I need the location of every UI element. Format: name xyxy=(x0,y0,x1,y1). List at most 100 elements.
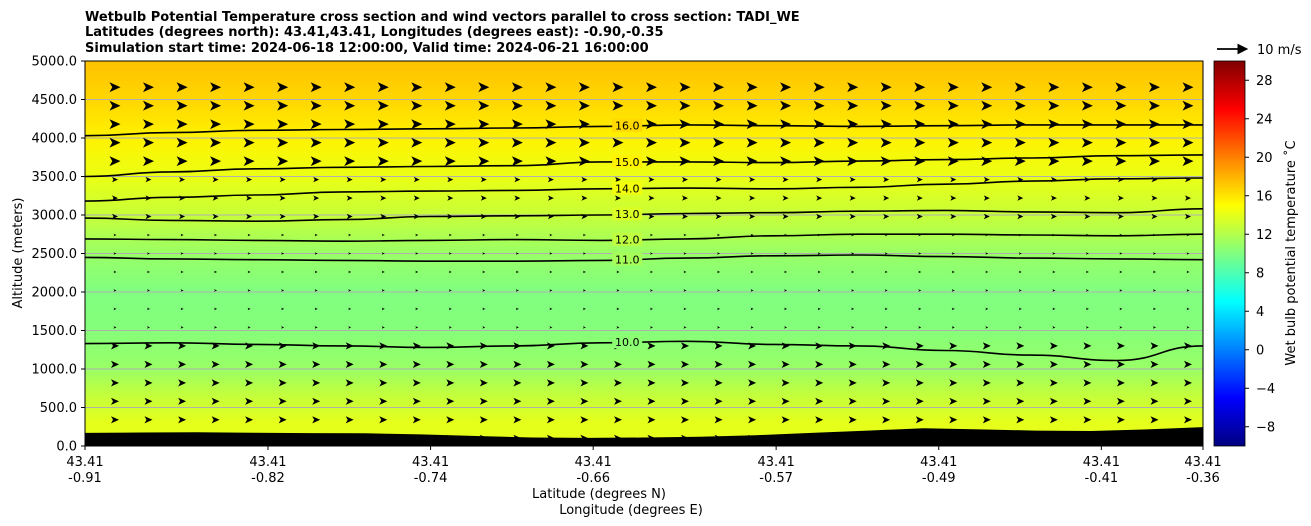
wind-vector xyxy=(817,270,821,274)
wind-vector xyxy=(214,233,218,237)
wind-vector xyxy=(985,252,989,255)
wind-vector xyxy=(448,270,452,274)
wind-vector xyxy=(411,156,423,167)
wind-vector xyxy=(715,176,722,183)
wind-vector xyxy=(447,176,454,183)
wind-vector xyxy=(851,252,855,255)
wind-vector xyxy=(480,176,487,183)
wind-vector xyxy=(178,342,187,350)
wind-vector xyxy=(143,119,154,130)
wind-vector xyxy=(582,233,586,237)
wind-vector xyxy=(176,137,188,148)
wind-vector xyxy=(884,326,888,329)
wind-vector xyxy=(713,82,725,93)
x-tick-label-latitude: 43.41 xyxy=(249,455,286,470)
wind-vector xyxy=(245,416,254,424)
x-tick-label-latitude: 43.41 xyxy=(66,455,103,470)
wind-vector xyxy=(717,289,721,292)
wind-vector xyxy=(113,326,117,329)
wind-vector xyxy=(415,233,419,237)
wind-vector xyxy=(982,416,991,424)
wind-vector xyxy=(111,379,119,387)
wind-vector xyxy=(915,379,924,387)
wind-vector xyxy=(380,195,387,201)
colorbar-tick-label: 4 xyxy=(1256,305,1264,320)
wind-vector xyxy=(646,156,657,167)
wind-vector xyxy=(612,82,624,93)
wind-vector xyxy=(880,100,892,111)
wind-vector xyxy=(210,100,222,111)
wind-vector xyxy=(448,307,452,311)
terrain xyxy=(85,427,1203,446)
wind-vector xyxy=(650,252,653,255)
wind-vector xyxy=(947,119,959,130)
wind-vector xyxy=(581,195,588,201)
wind-vector xyxy=(784,307,788,311)
wind-vector xyxy=(278,416,287,424)
wind-vector xyxy=(581,213,588,220)
wind-vector xyxy=(848,342,857,350)
wind-vector xyxy=(549,307,553,311)
wind-vector xyxy=(985,326,989,329)
wind-vector xyxy=(1186,233,1190,237)
wind-vector xyxy=(681,379,689,387)
wind-vector xyxy=(648,195,655,201)
wind-vector xyxy=(715,195,722,201)
wind-vector xyxy=(513,397,522,405)
wind-vector xyxy=(616,289,620,292)
wind-vector xyxy=(1050,195,1057,201)
contour-label-bg xyxy=(612,335,643,349)
wind-vector xyxy=(447,213,454,220)
wind-vector xyxy=(1085,233,1089,237)
wind-vector xyxy=(1018,270,1022,274)
wind-vector xyxy=(109,156,121,167)
wind-vector xyxy=(780,137,792,148)
x-tick-label-longitude: -0.66 xyxy=(576,471,610,486)
wind-vector xyxy=(1149,137,1160,148)
wind-vector xyxy=(650,233,653,237)
wind-vector xyxy=(683,307,687,311)
wind-vector xyxy=(883,195,890,201)
wind-vector xyxy=(482,252,486,255)
wind-vector xyxy=(582,270,586,274)
y-tick-label: 4500.0 xyxy=(32,93,78,108)
wind-vector xyxy=(714,360,723,368)
wind-vector xyxy=(279,213,286,220)
y-tick-label: 1500.0 xyxy=(32,324,78,339)
wind-vector xyxy=(1014,82,1026,93)
title-line-3: Simulation start time: 2024-06-18 12:00:… xyxy=(85,41,649,56)
wind-vector xyxy=(682,195,688,201)
wind-vector xyxy=(346,195,353,201)
wind-vector xyxy=(784,326,788,329)
wind-vector xyxy=(178,360,187,368)
wind-vector xyxy=(882,416,891,424)
wind-vector xyxy=(815,416,824,424)
wind-vector xyxy=(816,176,823,183)
wind-vector xyxy=(749,213,756,220)
wind-vector xyxy=(883,213,890,220)
wind-vector xyxy=(549,252,553,255)
colorbar-tick-label: 12 xyxy=(1256,228,1273,243)
wind-vector xyxy=(1151,176,1158,183)
wind-vector xyxy=(1117,195,1124,201)
wind-vector xyxy=(478,100,490,111)
wind-vector xyxy=(647,360,656,368)
wind-vector xyxy=(281,270,285,274)
wind-vector xyxy=(281,326,285,329)
colorbar-bar xyxy=(1213,60,1246,447)
wind-vector xyxy=(1083,416,1092,424)
wind-vector xyxy=(713,100,725,111)
wind-vector xyxy=(748,416,757,424)
wind-vector xyxy=(1083,342,1092,350)
wind-vector xyxy=(514,176,521,183)
wind-vector xyxy=(381,233,385,237)
wind-vector xyxy=(348,252,352,255)
wind-vector xyxy=(915,342,924,350)
wind-vector xyxy=(246,195,253,201)
wind-vector xyxy=(345,416,354,424)
wind-vector xyxy=(348,289,352,292)
chart-title: Wetbulb Potential Temperature cross sect… xyxy=(85,10,800,56)
wind-vector xyxy=(1016,342,1025,350)
wind-vector xyxy=(547,176,554,183)
wind-vector xyxy=(1052,289,1056,292)
